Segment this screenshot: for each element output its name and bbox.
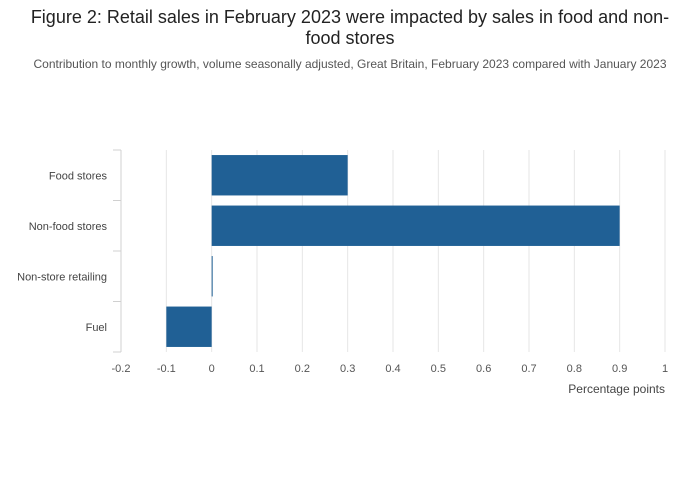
chart-subtitle: Contribution to monthly growth, volume s… bbox=[33, 57, 667, 71]
x-tick-label: 0.4 bbox=[385, 363, 400, 375]
x-tick-label: 0 bbox=[209, 363, 215, 375]
x-tick-label: 0.9 bbox=[612, 363, 627, 375]
x-tick-label: 0.8 bbox=[567, 363, 582, 375]
x-tick-labels: -0.2 -0.1 0 0.1 0.2 0.3 0.4 0.5 0.6 0.7 0.8 0.9 1 bbox=[112, 363, 669, 375]
bar bbox=[166, 306, 212, 347]
axes bbox=[113, 149, 122, 353]
x-tick-label: 0.5 bbox=[431, 363, 446, 375]
chart-title: Figure 2: Retail sales in February 2023 … bbox=[30, 7, 670, 48]
x-tick-label: 0.3 bbox=[340, 363, 355, 375]
x-tick-label: 0.7 bbox=[521, 363, 536, 375]
bar bbox=[211, 155, 348, 196]
x-tick-label: 0.2 bbox=[295, 363, 310, 375]
category-label: Food stores bbox=[49, 170, 108, 182]
bar bbox=[211, 205, 620, 246]
x-tick-label: -0.1 bbox=[157, 363, 176, 375]
x-axis-title: Percentage points bbox=[568, 382, 665, 396]
category-label: Non-store retailing bbox=[17, 271, 107, 283]
x-tick-label: 0.6 bbox=[476, 363, 491, 375]
category-label: Fuel bbox=[86, 322, 107, 334]
x-tick-label: 0.1 bbox=[249, 363, 264, 375]
bars bbox=[166, 155, 620, 347]
x-tick-label: 1 bbox=[662, 363, 668, 375]
bar bbox=[211, 256, 213, 297]
category-label: Non-food stores bbox=[29, 221, 108, 233]
category-labels: Food stores Non-food stores Non-store reta… bbox=[17, 170, 107, 334]
x-tick-label: -0.2 bbox=[112, 363, 131, 375]
